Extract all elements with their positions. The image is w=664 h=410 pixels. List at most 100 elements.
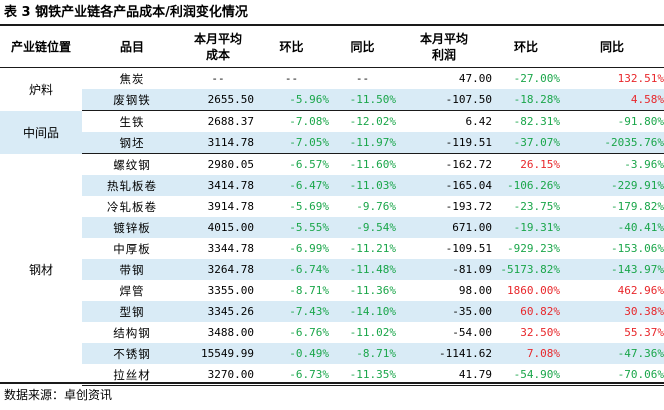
header-profit-yoy: 同比 <box>560 27 664 68</box>
profit-yoy-cell: -2035.76% <box>560 132 664 154</box>
cost-yoy-cell: -11.02% <box>349 326 396 339</box>
header-stage: 产业链位置 <box>0 27 82 68</box>
cost-yoy-cell: -11.48% <box>329 259 396 280</box>
cost-cell: 3270.00 <box>182 364 254 386</box>
profit-mom-cell: 26.15% <box>520 158 560 171</box>
table-row: 中间品 生铁 2688.37 -7.08% -12.02% 6.42 -82.31% -91.… <box>0 110 664 154</box>
cost-mom-cell: -6.73% <box>254 364 329 386</box>
table-row: 型钢 3345.26 -7.43% -14.10% -35.00 60.82% 30.38% <box>0 301 664 322</box>
stage-cell: 中间品 <box>0 110 82 154</box>
profit-yoy-cell: 132.51% <box>617 72 664 85</box>
profit-cell: -81.09 <box>396 259 492 280</box>
header-row: 产业链位置 品目 本月平均 成本 环比 同比 本月平均 利润 环比 同比 <box>0 27 664 68</box>
header-profit-line2: 利润 <box>431 48 456 62</box>
table-row: 不锈钢 15549.99 -0.49% -8.71% -1141.62 7.08% -47.… <box>0 343 664 364</box>
profit-mom-cell: -37.07% <box>492 132 560 154</box>
cost-cell: 3355.00 <box>207 284 254 297</box>
profit-yoy-cell: -153.06% <box>611 242 664 255</box>
profit-yoy-cell: -229.91% <box>560 175 664 196</box>
profit-cell: 671.00 <box>396 217 492 238</box>
profit-mom-cell: 7.08% <box>492 343 560 364</box>
header-profit-line1: 本月平均 <box>419 32 468 46</box>
cost-cell: 2655.50 <box>182 89 254 111</box>
cost-yoy-cell: -9.54% <box>329 217 396 238</box>
profit-yoy-cell: -3.96% <box>624 158 664 171</box>
cost-cell: 3345.26 <box>182 301 254 322</box>
product-cell: 拉丝材 <box>82 364 182 386</box>
header-profit-mom: 环比 <box>492 27 560 68</box>
cost-mom-cell: -- <box>284 72 299 85</box>
profit-yoy-cell: -91.80% <box>617 115 664 128</box>
header-product: 品目 <box>82 27 182 68</box>
cost-cell: 3264.78 <box>182 259 254 280</box>
cost-mom-cell: -5.55% <box>254 217 329 238</box>
profit-cell: 41.79 <box>396 364 492 386</box>
product-cell: 焊管 <box>119 283 145 298</box>
cost-cell: 4015.00 <box>182 217 254 238</box>
product-cell: 热轧板卷 <box>82 175 182 196</box>
cost-yoy-cell: -11.21% <box>349 242 396 255</box>
profit-yoy-cell: -143.97% <box>560 259 664 280</box>
profit-cell: -1141.62 <box>396 343 492 364</box>
profit-cell: -107.50 <box>396 89 492 111</box>
profit-cell: 98.00 <box>458 284 492 297</box>
cost-yoy-cell: -11.03% <box>329 175 396 196</box>
product-cell: 钢坯 <box>82 132 182 154</box>
profit-cell: -119.51 <box>396 132 492 154</box>
profit-mom-cell: 1860.00% <box>507 284 560 297</box>
stage-cell: 炉料 <box>0 67 82 111</box>
cost-cell: 3344.78 <box>207 242 254 255</box>
cost-cell: 3114.78 <box>182 132 254 154</box>
profit-cell: -54.00 <box>452 326 492 339</box>
cost-yoy-cell: -9.76% <box>356 200 396 213</box>
header-cost-line1: 本月平均 <box>193 32 242 46</box>
cost-yoy-cell: -11.36% <box>349 284 396 297</box>
header-cost: 本月平均 成本 <box>182 27 254 68</box>
profit-mom-cell: -27.00% <box>513 72 560 85</box>
cost-yoy-cell: -8.71% <box>329 343 396 364</box>
table-row: 焊管 3355.00 -8.71% -11.36% 98.00 1860.00% 462.9… <box>0 280 664 301</box>
data-source: 数据来源：卓创资讯 <box>4 388 113 402</box>
table-title: 表 3 钢铁产业链各产品成本/利润变化情况 <box>0 0 664 26</box>
product-cell: 冷轧板卷 <box>107 199 157 214</box>
cost-yoy-cell: -- <box>355 72 370 85</box>
cost-mom-cell: -6.99% <box>289 242 329 255</box>
profit-mom-cell: -929.23% <box>507 242 560 255</box>
header-cost-mom: 环比 <box>254 27 329 68</box>
product-cell: 镀锌板 <box>82 217 182 238</box>
profit-mom-cell: -54.90% <box>492 364 560 386</box>
cost-yoy-cell: -11.50% <box>329 89 396 111</box>
product-cell: 中厚板 <box>113 241 151 256</box>
cost-cell: 3488.00 <box>207 326 254 339</box>
header-cost-yoy: 同比 <box>329 27 396 68</box>
cost-cell: 3914.78 <box>207 200 254 213</box>
cost-yoy-cell: -14.10% <box>329 301 396 322</box>
cost-cell: 2688.37 <box>207 115 254 128</box>
table-row: 钢材 螺纹钢 2980.05 -6.57% -11.60% -162.72 26.15% -3… <box>0 153 664 386</box>
product-cell: 废钢铁 <box>82 89 182 111</box>
profit-cell: -162.72 <box>445 158 492 171</box>
cost-cell: -- <box>211 72 225 85</box>
cost-yoy-cell: -11.35% <box>329 364 396 386</box>
product-cell: 带钢 <box>82 259 182 280</box>
cost-yoy-cell: -11.97% <box>329 132 396 154</box>
table-row: 冷轧板卷 3914.78 -5.69% -9.76% -193.72 -23.75% -17… <box>0 196 664 217</box>
table-bottom-rule <box>0 382 664 384</box>
profit-yoy-cell: 462.96% <box>617 284 664 297</box>
cost-mom-cell: -5.96% <box>254 89 329 111</box>
table-row: 镀锌板 4015.00 -5.55% -9.54% 671.00 -19.31% -40.4… <box>0 217 664 238</box>
profit-yoy-cell: -47.36% <box>560 343 664 364</box>
profit-mom-cell: -18.28% <box>492 89 560 111</box>
profit-yoy-cell: -70.06% <box>560 364 664 386</box>
product-cell: 不锈钢 <box>82 343 182 364</box>
profit-cell: -109.51 <box>445 242 492 255</box>
table-row: 中厚板 3344.78 -6.99% -11.21% -109.51 -929.23% -1… <box>0 238 664 259</box>
profit-yoy-cell: 4.58% <box>560 89 664 111</box>
table-row: 结构钢 3488.00 -6.76% -11.02% -54.00 32.50% 55.37… <box>0 322 664 343</box>
cost-mom-cell: -7.08% <box>289 115 329 128</box>
table-row: 废钢铁 2655.50 -5.96% -11.50% -107.50 -18.28% 4.5… <box>0 89 664 111</box>
product-cell: 型钢 <box>82 301 182 322</box>
table-row: 热轧板卷 3414.78 -6.47% -11.03% -165.04 -106.26% -… <box>0 175 664 196</box>
cost-mom-cell: -7.43% <box>254 301 329 322</box>
table-row: 钢坯 3114.78 -7.05% -11.97% -119.51 -37.07% -203… <box>0 132 664 154</box>
